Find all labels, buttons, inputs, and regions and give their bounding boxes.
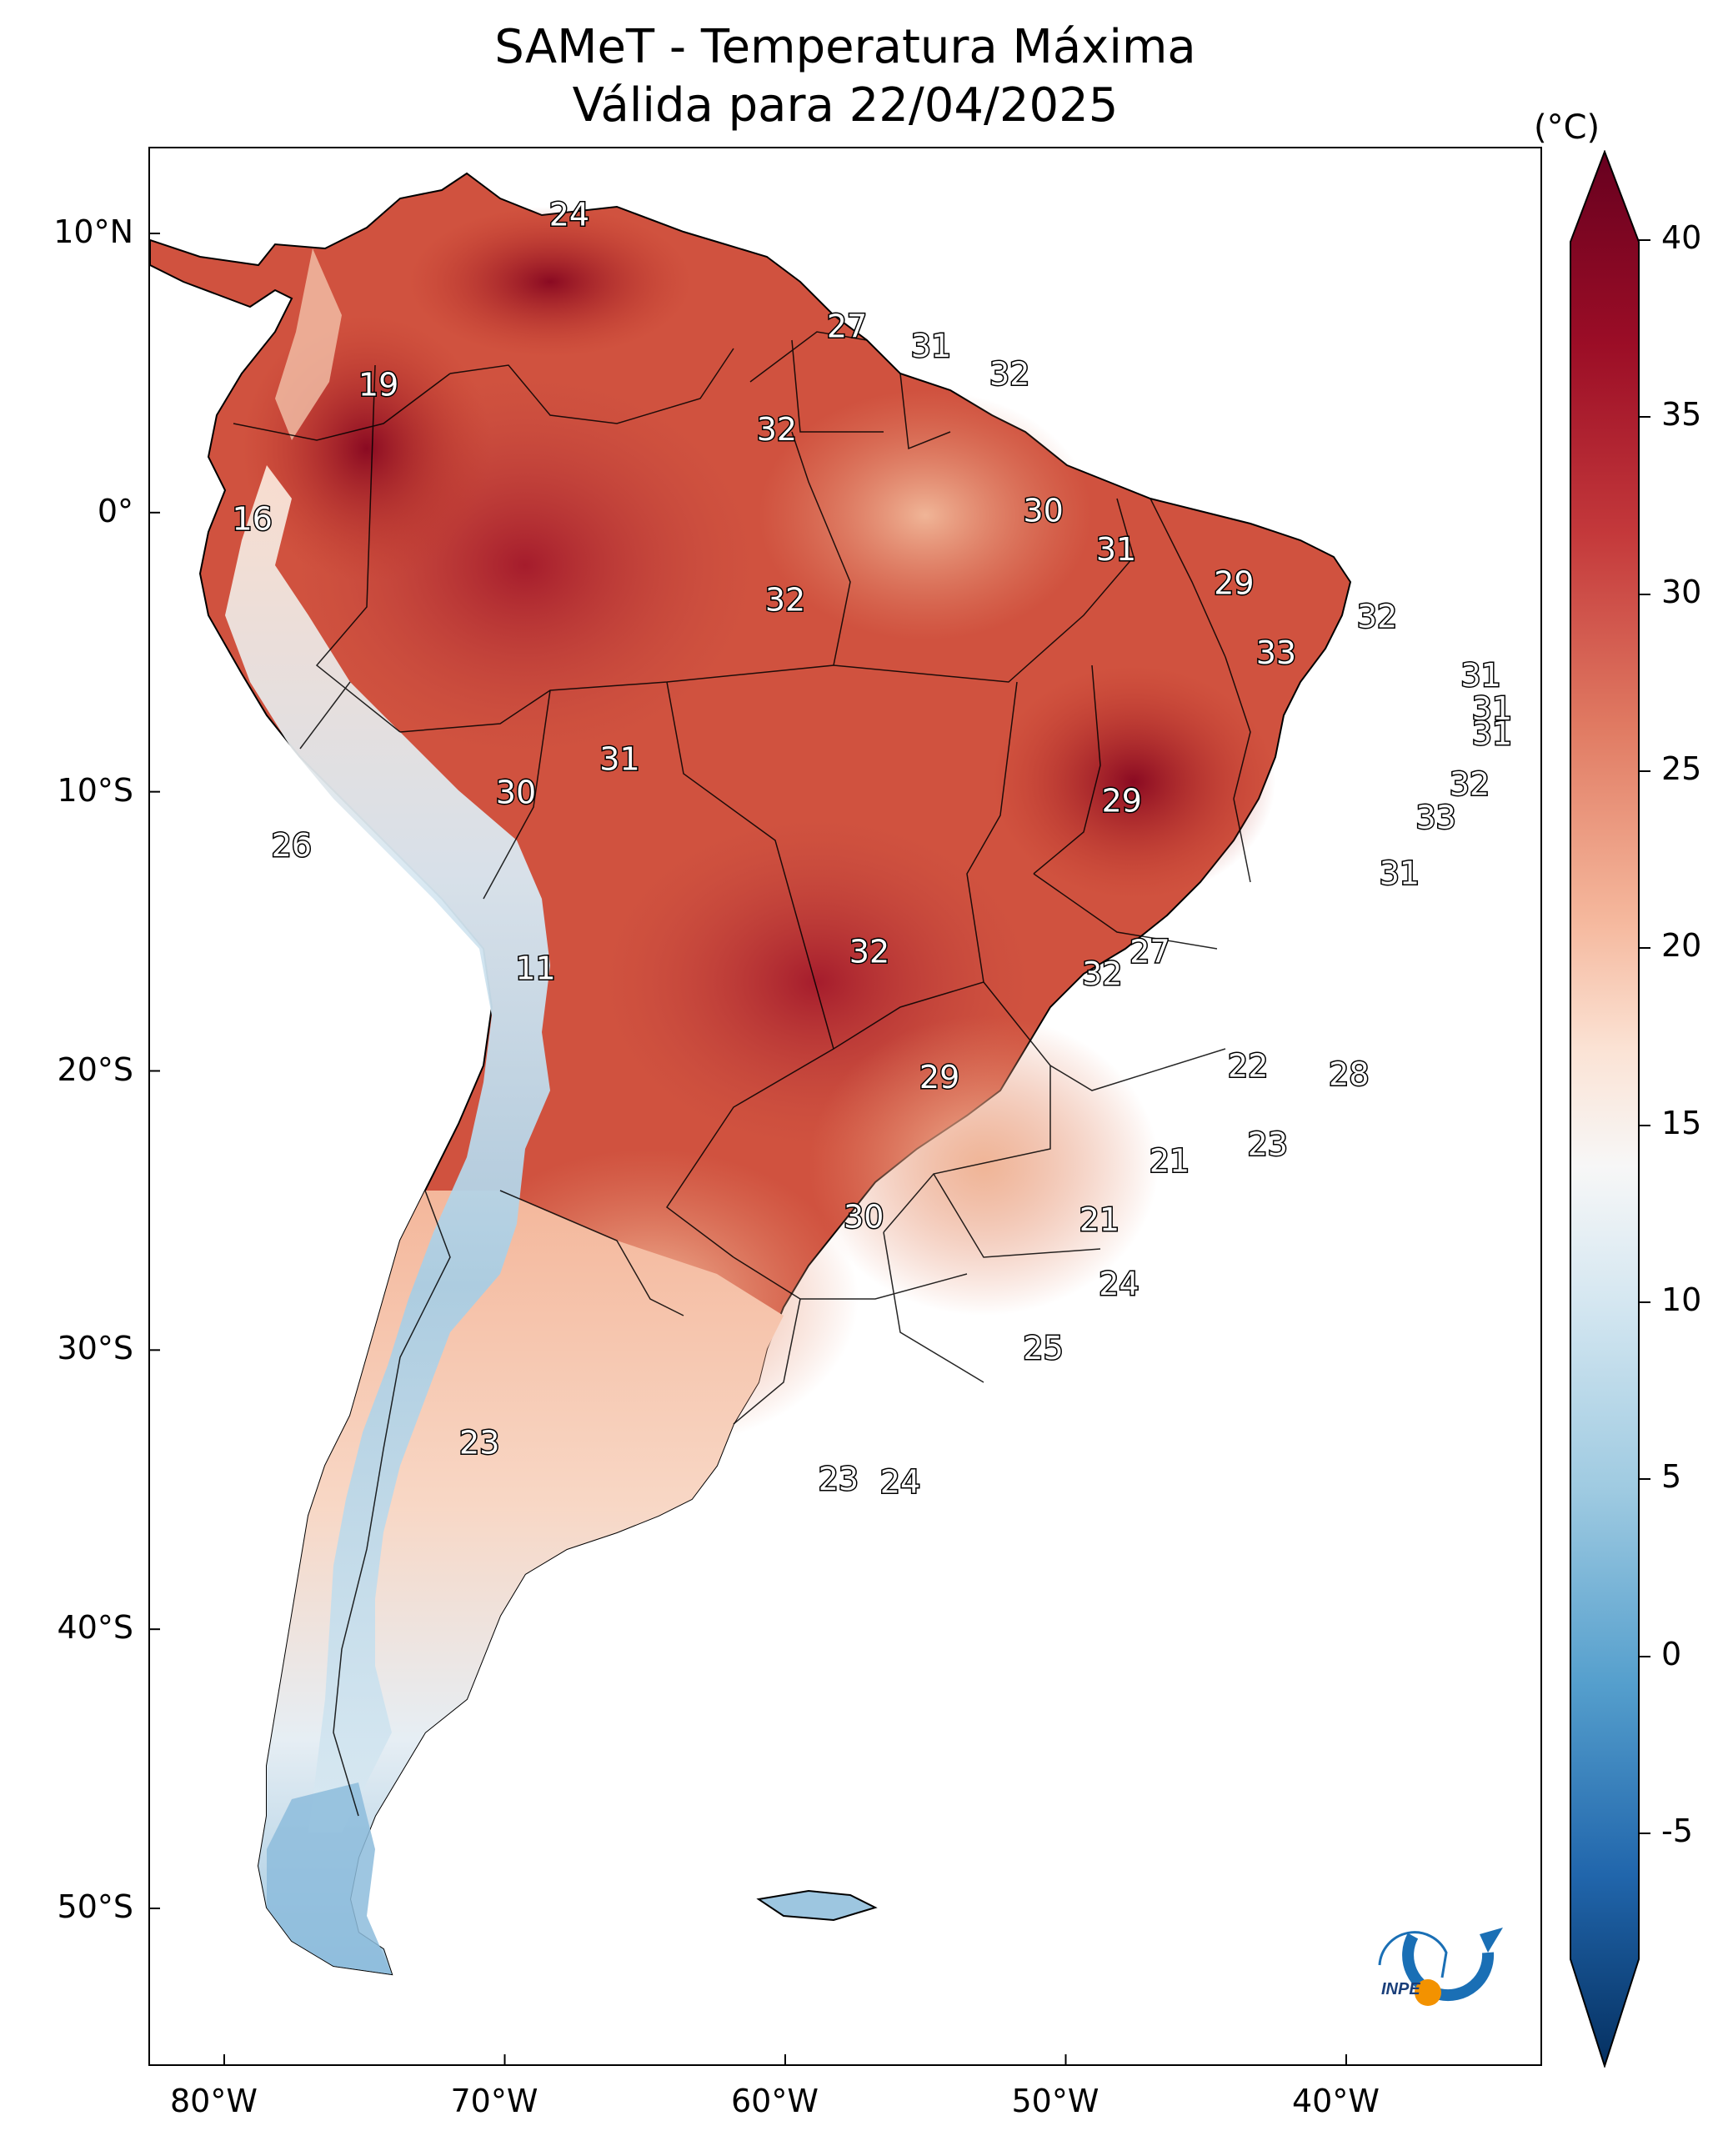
warm-zone-para bbox=[759, 390, 1092, 640]
temperature-label: 32 bbox=[1082, 955, 1122, 992]
temperature-label: 30 bbox=[496, 775, 536, 811]
title-line-2: Válida para 22/04/2025 bbox=[572, 78, 1119, 133]
temperature-label: 31 bbox=[1380, 855, 1420, 892]
colorbar-tick-mark bbox=[1639, 239, 1650, 241]
colorbar-tick-label: 20 bbox=[1661, 927, 1702, 965]
temperature-label: 32 bbox=[1357, 599, 1397, 635]
longitude-tick-label: 70°W bbox=[450, 2083, 538, 2119]
colorbar-tick-mark bbox=[1639, 416, 1650, 419]
longitude-tick-label: 80°W bbox=[170, 2083, 258, 2119]
temperature-label: 23 bbox=[1248, 1126, 1288, 1162]
temperature-label: 32 bbox=[989, 355, 1029, 392]
longitude-tick-label: 50°W bbox=[1011, 2083, 1099, 2119]
colorbar-tick-label: 40 bbox=[1661, 219, 1702, 256]
hot-zone-venezuela bbox=[408, 207, 692, 357]
temperature-label: 24 bbox=[1099, 1266, 1139, 1302]
temperature-label: 32 bbox=[1450, 765, 1490, 802]
temperature-label: 32 bbox=[757, 411, 797, 448]
colorbar-tick-mark bbox=[1639, 593, 1650, 595]
temperature-label: 29 bbox=[1102, 783, 1142, 820]
latitude-tick-label: 0° bbox=[97, 492, 133, 529]
latitude-tick-label: 10°S bbox=[57, 771, 133, 809]
temperature-label: 29 bbox=[919, 1059, 959, 1096]
temperature-label: 11 bbox=[515, 950, 555, 986]
colorbar-tick-label: 5 bbox=[1661, 1458, 1682, 1496]
colorbar-tick-mark bbox=[1639, 1124, 1650, 1126]
temperature-label: 28 bbox=[1329, 1056, 1369, 1093]
hot-zone-northeast bbox=[992, 665, 1275, 899]
temperature-label: 31 bbox=[599, 740, 639, 777]
colorbar-tick-label: 25 bbox=[1661, 750, 1702, 787]
colorbar-body bbox=[1570, 150, 1640, 2068]
political-borders bbox=[233, 331, 1251, 1817]
temperature-label: 33 bbox=[1416, 800, 1456, 836]
colorbar bbox=[1570, 150, 1640, 2068]
temperature-label: 26 bbox=[272, 827, 312, 864]
colombia-andes bbox=[275, 248, 342, 440]
colorbar-tick-mark bbox=[1639, 1301, 1650, 1303]
colorbar-tick-label: 15 bbox=[1661, 1104, 1702, 1141]
temperature-label: 25 bbox=[1023, 1330, 1063, 1366]
temperature-label: 27 bbox=[1129, 933, 1170, 970]
colorbar-unit: (°C) bbox=[1534, 108, 1600, 147]
colorbar-tick-label: 30 bbox=[1661, 573, 1702, 610]
warm-zone-southeast bbox=[809, 1015, 1159, 1316]
temperature-label: 27 bbox=[827, 308, 867, 344]
temperature-label: 24 bbox=[549, 196, 589, 233]
temperature-label: 30 bbox=[844, 1198, 884, 1235]
longitude-tick-label: 40°W bbox=[1292, 2083, 1380, 2119]
map-title: SAMeT - Temperatura Máxima Válida para 2… bbox=[148, 18, 1542, 135]
colorbar-tick-mark bbox=[1639, 770, 1650, 772]
patagonia-cold bbox=[267, 1782, 392, 1974]
temperature-label: 22 bbox=[1228, 1048, 1268, 1085]
temperature-label: 30 bbox=[1023, 492, 1063, 529]
colorbar-tick-label: 35 bbox=[1661, 396, 1702, 434]
colorbar-tick-mark bbox=[1639, 1655, 1650, 1657]
temperature-label: 29 bbox=[1214, 564, 1254, 601]
inpe-logo: INPE bbox=[1378, 1928, 1503, 2006]
temperature-label: 31 bbox=[911, 328, 951, 364]
temperature-label: 23 bbox=[819, 1461, 859, 1497]
colorbar-tick-mark bbox=[1639, 1478, 1650, 1481]
colorbar-tick-label: 10 bbox=[1661, 1281, 1702, 1318]
temperature-label: 31 bbox=[1460, 657, 1500, 694]
colorbar-tick-label: -5 bbox=[1661, 1813, 1693, 1849]
longitude-tick-label: 60°W bbox=[731, 2083, 819, 2119]
temperature-label: 19 bbox=[358, 367, 398, 404]
temperature-label: 21 bbox=[1150, 1142, 1190, 1179]
andes-cold-strip bbox=[225, 465, 550, 1833]
latitude-tick-label: 40°S bbox=[57, 1609, 133, 1647]
latitude-tick-label: 50°S bbox=[57, 1888, 133, 1925]
temperature-label: 16 bbox=[232, 500, 272, 537]
colorbar-tick-mark bbox=[1639, 1833, 1650, 1834]
temperature-label: 24 bbox=[880, 1464, 920, 1501]
temperature-label: 32 bbox=[849, 933, 889, 970]
temperature-label: 31 bbox=[1472, 690, 1512, 727]
latitude-tick-label: 20°S bbox=[57, 1050, 133, 1088]
temperature-label: 33 bbox=[1256, 634, 1296, 671]
axis-ticks bbox=[150, 233, 1347, 2064]
latitude-tick-label: 30°S bbox=[57, 1330, 133, 1367]
temperature-label: 31 bbox=[1472, 715, 1512, 752]
colorbar-tick-label: 0 bbox=[1661, 1635, 1682, 1672]
temperature-label: 23 bbox=[459, 1425, 499, 1462]
latitude-tick-label: 10°N bbox=[53, 213, 133, 250]
title-line-1: SAMeT - Temperatura Máxima bbox=[494, 20, 1196, 74]
map-frame: 24 27 31 32 19 32 30 16 31 29 32 32 33 31 31 31 31 32 30 29… bbox=[148, 147, 1542, 2066]
falkland-islands bbox=[756, 1889, 878, 1922]
temperature-label: 31 bbox=[1096, 531, 1136, 568]
temperature-label: 21 bbox=[1079, 1201, 1119, 1238]
temperature-label: 32 bbox=[765, 581, 805, 618]
colorbar-tick-mark bbox=[1639, 947, 1650, 950]
svg-text:INPE: INPE bbox=[1381, 1980, 1420, 1998]
